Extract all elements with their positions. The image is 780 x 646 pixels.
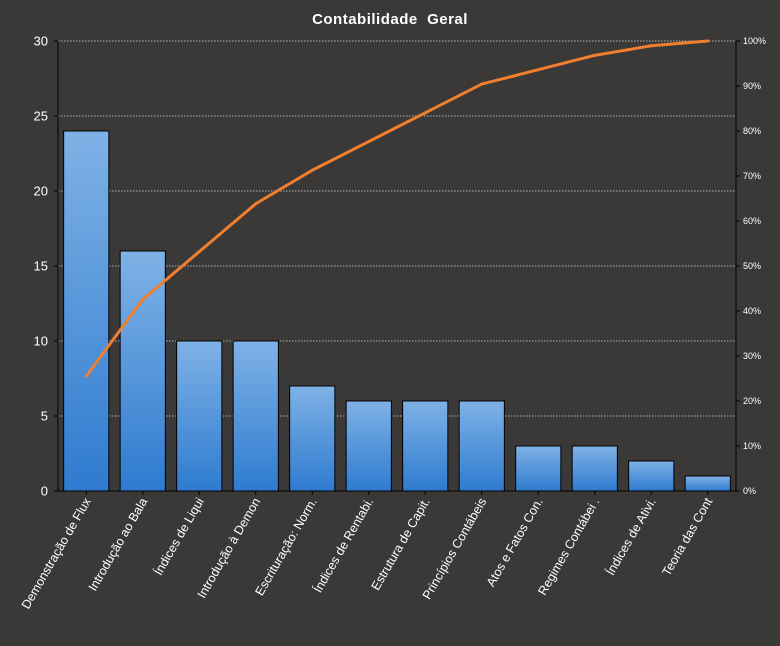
bar <box>232 340 279 492</box>
y2-tick-label: 90% <box>743 81 761 91</box>
y-tick-label: 20 <box>34 184 48 199</box>
cumulative-point <box>423 111 427 115</box>
y-tick-label: 0 <box>41 484 48 499</box>
cumulative-point <box>536 68 540 72</box>
bar <box>119 250 166 492</box>
x-category-label: Introdução à Demon <box>195 495 264 600</box>
cumulative-point <box>254 202 258 206</box>
x-category-label: Regimes Contábei . <box>535 496 602 598</box>
cumulative-point <box>310 168 314 172</box>
line-layer <box>84 39 710 378</box>
y-tick-label: 30 <box>34 34 48 49</box>
x-category-label: Introdução ao Bala <box>86 495 151 593</box>
bar <box>345 400 392 492</box>
x-category-label: Índices de Rentabi. <box>310 495 376 595</box>
bar <box>628 460 675 492</box>
chart-title: Contabilidade Geral <box>312 11 468 28</box>
bar <box>684 475 731 492</box>
x-category-label: Índices de Ativi. <box>602 495 658 578</box>
bar <box>176 340 223 492</box>
cumulative-point <box>141 298 145 302</box>
x-category-label: Índices de Liqui <box>150 495 206 578</box>
y2-tick-label: 50% <box>743 261 761 271</box>
y2-tick-label: 100% <box>743 36 766 46</box>
cumulative-line <box>84 39 710 378</box>
y2-tick-label: 20% <box>743 396 761 406</box>
bar <box>289 385 336 492</box>
cumulative-point <box>593 53 597 57</box>
x-category-label: Princípios Contábeis <box>420 496 489 602</box>
bar <box>458 400 505 492</box>
y2-tick-label: 10% <box>743 441 761 451</box>
y2-tick-label: 60% <box>743 216 761 226</box>
y2-tick-label: 70% <box>743 171 761 181</box>
axis-layer <box>54 40 740 495</box>
bar <box>515 445 562 492</box>
bar-layer <box>63 130 731 492</box>
cumulative-point <box>197 250 201 254</box>
cumulative-point <box>84 374 88 378</box>
cumulative-point <box>649 44 653 48</box>
cumulative-point <box>706 39 710 43</box>
y-tick-label: 10 <box>34 334 48 349</box>
y-tick-label: 15 <box>34 259 48 274</box>
bar <box>63 130 110 492</box>
y2-tick-label: 40% <box>743 306 761 316</box>
cumulative-point <box>480 82 484 86</box>
cumulative-point <box>367 140 371 144</box>
x-category-label: Estrutura de Capit. <box>369 496 433 593</box>
y-tick-label: 25 <box>34 109 48 124</box>
x-category-label: Atos e Fatos Con. <box>484 496 546 590</box>
y2-tick-label: 30% <box>743 351 761 361</box>
x-category-label: Teoria das Cont <box>659 495 715 578</box>
y-tick-label: 5 <box>41 409 48 424</box>
bar <box>571 445 618 492</box>
x-category-label: Demonstração de Flux <box>19 495 94 612</box>
y2-tick-label: 80% <box>743 126 761 136</box>
bar <box>402 400 449 492</box>
x-category-label: Escrituração: Norm. <box>252 496 319 599</box>
y2-tick-label: 0% <box>743 486 756 496</box>
grid-layer <box>58 40 736 417</box>
